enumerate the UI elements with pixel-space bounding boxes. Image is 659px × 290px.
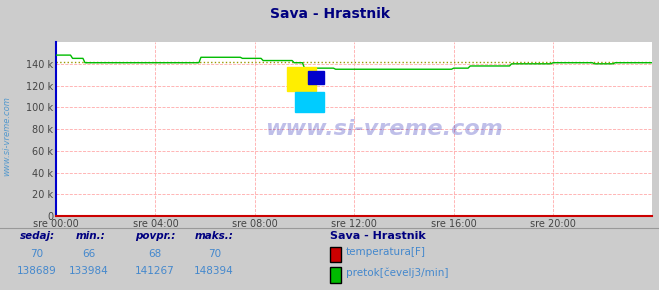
Text: 68: 68	[148, 249, 161, 259]
Text: 70: 70	[208, 249, 221, 259]
Text: maks.:: maks.:	[194, 231, 233, 241]
Bar	[287, 67, 316, 91]
Text: Sava - Hrastnik: Sava - Hrastnik	[330, 231, 425, 241]
Text: www.si-vreme.com: www.si-vreme.com	[265, 119, 503, 139]
Bar	[308, 71, 324, 84]
Text: www.si-vreme.com: www.si-vreme.com	[2, 96, 11, 176]
Text: povpr.:: povpr.:	[135, 231, 175, 241]
Text: min.:: min.:	[76, 231, 105, 241]
Text: 133984: 133984	[69, 266, 109, 276]
Text: pretok[čevelj3/min]: pretok[čevelj3/min]	[346, 267, 449, 278]
Text: 70: 70	[30, 249, 43, 259]
Bar	[295, 92, 324, 112]
Text: Sava - Hrastnik: Sava - Hrastnik	[270, 7, 389, 21]
Text: 141267: 141267	[135, 266, 175, 276]
Text: sedaj:: sedaj:	[20, 231, 55, 241]
Text: 148394: 148394	[194, 266, 234, 276]
Text: 138689: 138689	[16, 266, 56, 276]
Text: 66: 66	[82, 249, 96, 259]
Text: temperatura[F]: temperatura[F]	[346, 247, 426, 257]
